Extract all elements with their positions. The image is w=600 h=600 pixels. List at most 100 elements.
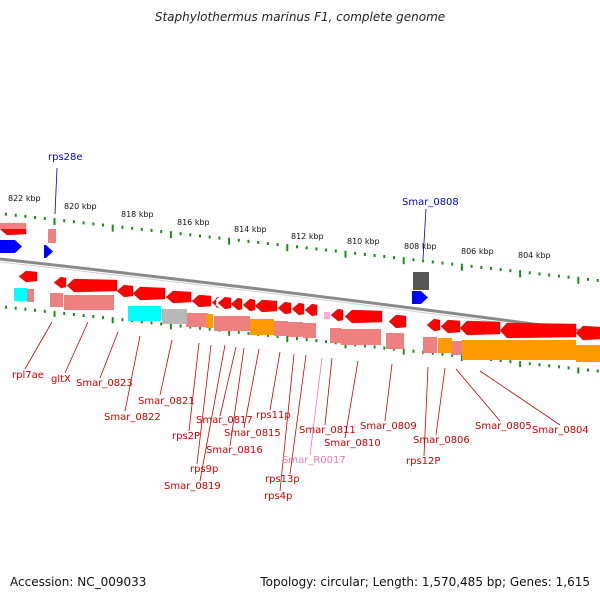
gene-box[interactable] <box>274 321 288 336</box>
gene-box[interactable] <box>0 223 26 229</box>
gene-box[interactable] <box>14 288 27 301</box>
gene-arrow[interactable] <box>66 278 118 293</box>
gene-box[interactable] <box>162 309 187 324</box>
gene-features <box>0 222 600 362</box>
gene-box[interactable] <box>50 293 63 307</box>
gene-arrow[interactable] <box>412 291 428 304</box>
gene-label[interactable]: rps13p <box>265 474 300 485</box>
gene-label[interactable]: Smar_0819 <box>164 481 221 492</box>
gene-label[interactable]: Smar_0817 <box>196 415 253 426</box>
genome-summary-text: Topology: circular; Length: 1,570,485 bp… <box>260 575 590 589</box>
gene-arrow[interactable] <box>499 322 577 339</box>
label-leader-line <box>54 167 58 215</box>
gene-box[interactable] <box>48 229 56 243</box>
gene-box[interactable] <box>303 323 316 338</box>
gene-label[interactable]: Smar_0815 <box>224 428 281 439</box>
gene-arrow[interactable] <box>18 270 38 283</box>
scale-label: 806 kbp <box>461 247 494 256</box>
gene-label[interactable]: Smar_R0017 <box>282 455 346 466</box>
label-leader-line <box>229 347 245 447</box>
label-leader-line <box>435 367 446 436</box>
genome-title: Staphylothermus marinus F1, complete gen… <box>154 10 446 24</box>
gene-label[interactable]: rps4p <box>264 491 292 502</box>
gene-label[interactable]: Smar_0811 <box>299 425 356 436</box>
gene-box[interactable] <box>330 328 341 343</box>
scale-label: 816 kbp <box>177 218 210 227</box>
gene-arrow[interactable] <box>165 290 192 304</box>
gene-label[interactable]: Smar_0822 <box>104 412 161 423</box>
gene-arrow[interactable] <box>426 318 441 332</box>
gene-label[interactable]: Smar_0823 <box>76 378 133 389</box>
gene-arrow[interactable] <box>254 299 278 313</box>
gene-arrow[interactable] <box>211 296 220 309</box>
gene-label[interactable]: Smar_0805 <box>475 421 532 432</box>
label-leader-line <box>423 366 429 457</box>
gene-arrow[interactable] <box>242 298 256 312</box>
gene-label[interactable]: rps12P <box>406 456 440 467</box>
gene-label[interactable]: Smar_0821 <box>138 396 195 407</box>
gene-box[interactable] <box>451 341 463 355</box>
gene-arrow[interactable] <box>44 245 53 258</box>
scale-label: 812 kbp <box>291 232 324 241</box>
gene-arrow[interactable] <box>459 320 501 336</box>
scale-label: 814 kbp <box>234 225 267 234</box>
gene-arrow[interactable] <box>230 297 243 311</box>
label-leader-lines <box>24 167 561 492</box>
accession-text: Accession: NC_009033 <box>10 575 147 589</box>
label-leader-line <box>64 321 89 374</box>
gene-label[interactable]: gltX <box>51 374 71 385</box>
gene-box[interactable] <box>250 319 274 335</box>
label-leader-line <box>188 342 200 432</box>
genome-backbone <box>0 257 600 335</box>
gene-box[interactable] <box>438 338 452 353</box>
gene-arrow[interactable] <box>0 240 22 253</box>
gene-label[interactable]: rpl7ae <box>12 370 44 381</box>
gene-arrow[interactable] <box>304 303 318 317</box>
gene-label[interactable]: Smar_0809 <box>360 421 417 432</box>
gene-arrow[interactable] <box>53 276 67 289</box>
label-leader-line <box>455 368 501 422</box>
label-leader-line <box>344 360 359 439</box>
gene-box[interactable] <box>27 289 34 302</box>
label-leader-line <box>159 339 173 396</box>
gene-box[interactable] <box>64 295 114 310</box>
gene-box[interactable] <box>214 316 250 331</box>
gene-label[interactable]: rps28e <box>48 152 83 163</box>
gene-arrow[interactable] <box>217 296 232 310</box>
gene-label[interactable]: Smar_0808 <box>402 197 459 208</box>
gene-arrow[interactable] <box>388 314 407 329</box>
gene-label[interactable]: rps11p <box>256 410 291 421</box>
gene-box[interactable] <box>576 345 600 362</box>
gene-label[interactable]: Smar_0810 <box>324 438 381 449</box>
label-leader-line <box>324 357 333 426</box>
gene-label[interactable]: Smar_0806 <box>413 435 470 446</box>
label-leader-line <box>219 346 237 417</box>
gene-box[interactable] <box>324 312 330 319</box>
gene-label[interactable]: rps9p <box>190 464 218 475</box>
gene-label[interactable]: Smar_0804 <box>532 425 589 436</box>
gene-box[interactable] <box>423 337 437 353</box>
gene-box[interactable] <box>413 272 429 290</box>
gene-box[interactable] <box>386 333 404 349</box>
gene-arrow[interactable] <box>191 294 212 308</box>
gene-arrow[interactable] <box>132 286 166 301</box>
gene-arrow[interactable] <box>344 309 383 324</box>
scale-label: 808 kbp <box>404 242 437 251</box>
gene-label[interactable]: rps2P <box>172 431 200 442</box>
gene-arrow[interactable] <box>277 301 292 315</box>
gene-box[interactable] <box>341 329 381 345</box>
gene-arrow[interactable] <box>291 302 305 316</box>
scale-labels: 822 kbp 820 kbp 818 kbp 816 kbp 814 kbp 812 k… <box>8 194 551 260</box>
gene-arrow[interactable] <box>330 308 344 322</box>
gene-arrow[interactable] <box>575 325 600 341</box>
gene-arrow[interactable] <box>116 284 134 298</box>
gene-arrow[interactable] <box>440 319 461 334</box>
gene-label[interactable]: Smar_0816 <box>206 445 263 456</box>
gene-box[interactable] <box>462 340 576 360</box>
scale-label: 820 kbp <box>64 202 97 211</box>
gene-box[interactable] <box>288 322 303 337</box>
gene-box[interactable] <box>128 306 161 321</box>
gene-box[interactable] <box>186 313 208 327</box>
gene-box[interactable] <box>206 314 213 328</box>
